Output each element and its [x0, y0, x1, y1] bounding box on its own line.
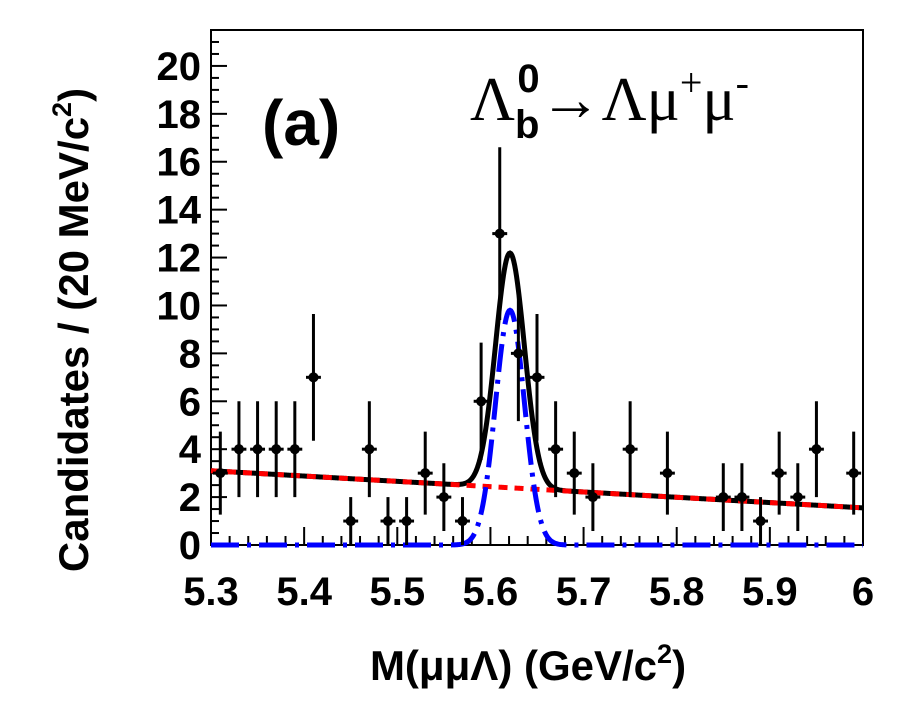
decay-label-sup0: 0: [517, 57, 539, 101]
data-marker: [345, 516, 356, 527]
data-point: [585, 463, 601, 531]
data-marker: [215, 468, 226, 479]
data-marker: [271, 444, 282, 455]
data-marker: [587, 492, 598, 503]
plot-frame: [210, 29, 864, 546]
data-marker: [308, 372, 319, 383]
y-tick-label: 16: [157, 141, 202, 185]
data-point: [436, 463, 452, 531]
data-marker: [382, 516, 393, 527]
data-point: [306, 313, 321, 441]
x-tick-label: 5.8: [649, 570, 705, 614]
y-tick-label: 6: [179, 380, 201, 424]
decay-label-sup1: +: [680, 60, 703, 105]
data-point: [659, 431, 675, 515]
data-point: [250, 401, 266, 498]
y-tick-label: 14: [157, 189, 202, 233]
y-tick-label: 4: [179, 428, 202, 472]
decay-label: Λb0→Λμ+μ-: [470, 57, 749, 147]
y-tick-label: 18: [157, 93, 202, 137]
data-marker: [792, 492, 803, 503]
data-point: [510, 285, 526, 422]
data-point: [808, 401, 824, 498]
data-point: [417, 431, 433, 515]
data-marker: [811, 444, 822, 455]
data-marker: [457, 516, 468, 527]
data-point: [455, 497, 470, 545]
x-tick-label: 6: [852, 570, 874, 614]
y-tick-label: 0: [179, 524, 201, 568]
y-tick-label: 10: [157, 284, 202, 328]
data-marker: [401, 516, 412, 527]
x-axis-title-sup: 2: [657, 639, 672, 669]
x-tick-label: 5.5: [369, 570, 425, 614]
data-marker: [774, 468, 785, 479]
decay-label-sub: b: [515, 103, 539, 147]
data-point: [734, 463, 750, 531]
x-axis-title: M(μμΛ) (GeV/c2): [370, 639, 686, 689]
y-tick-label: 2: [179, 476, 201, 520]
data-point: [790, 463, 806, 531]
data-point: [212, 431, 228, 515]
decay-label-sup2: -: [736, 60, 749, 105]
data-point: [566, 431, 582, 515]
data-marker: [420, 468, 431, 479]
data-marker: [569, 468, 580, 479]
data-marker: [513, 348, 524, 359]
data-marker: [662, 468, 673, 479]
data-marker: [476, 396, 487, 407]
y-tick-label: 8: [179, 332, 201, 376]
x-tick-label: 5.9: [742, 570, 798, 614]
data-point: [268, 401, 284, 498]
x-tick-label: 5.7: [556, 570, 612, 614]
series-signal-fit: [211, 307, 863, 548]
data-marker: [550, 444, 561, 455]
data-marker: [718, 492, 729, 503]
data-point: [361, 401, 377, 498]
data-marker: [755, 516, 766, 527]
data-marker: [625, 444, 636, 455]
data-point: [771, 431, 787, 515]
data-marker: [736, 492, 747, 503]
data-marker: [438, 492, 449, 503]
data-marker: [289, 444, 300, 455]
data-marker: [848, 468, 859, 479]
data-marker: [233, 444, 244, 455]
data-marker: [364, 444, 375, 455]
y-tick-label: 20: [157, 45, 202, 89]
y-axis-title: Candidates / (20 MeV/c2): [47, 88, 97, 572]
data-point: [287, 401, 303, 498]
data-marker: [252, 444, 263, 455]
x-tick-label: 5.3: [183, 570, 239, 614]
data-point: [399, 497, 415, 545]
data-point: [473, 342, 489, 460]
data-point: [622, 401, 638, 498]
data-marker: [494, 228, 505, 239]
y-axis-title-sup: 2: [47, 102, 77, 117]
data-point: [529, 313, 545, 441]
panel-label: (a): [262, 87, 340, 159]
data-point: [548, 401, 564, 498]
data-point: [492, 147, 508, 320]
data-point: [715, 463, 731, 531]
data-point: [846, 431, 862, 515]
data-point: [343, 497, 359, 545]
x-tick-label: 5.6: [463, 570, 519, 614]
y-tick-label: 12: [157, 237, 202, 281]
data-marker: [532, 372, 542, 383]
x-tick-label: 5.4: [276, 570, 332, 614]
data-point: [753, 497, 768, 545]
data-point: [380, 497, 396, 545]
data-point: [231, 401, 247, 498]
